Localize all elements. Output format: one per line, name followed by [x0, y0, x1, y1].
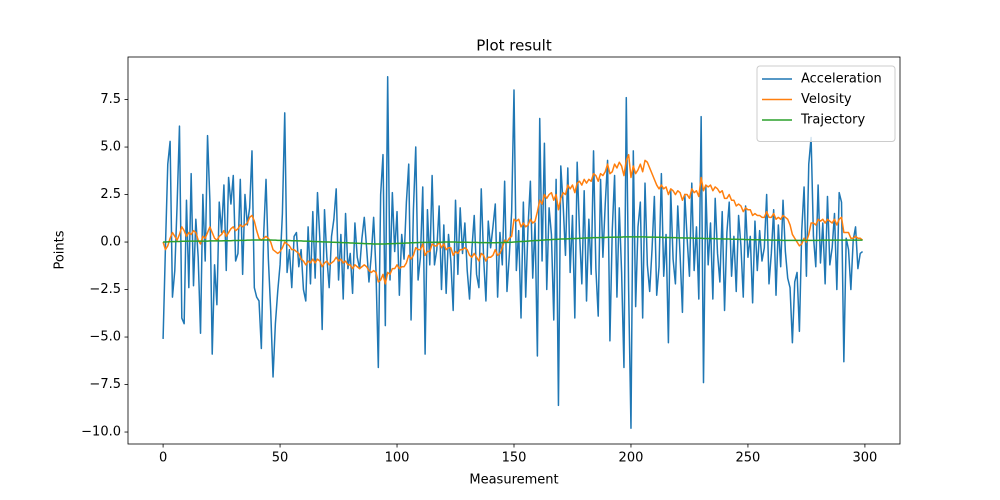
y-tick-label: 5.0: [100, 140, 121, 155]
x-tick-label: 300: [852, 451, 877, 466]
x-tick-label: 100: [385, 451, 410, 466]
x-axis-label: Measurement: [469, 473, 558, 488]
y-tick-label: 2.5: [100, 187, 121, 202]
data-line: [162, 76, 864, 429]
x-tick-label: 50: [272, 451, 289, 466]
x-tick-label: 250: [736, 451, 761, 466]
legend: Acceleration Velosity Trajectory: [756, 65, 896, 142]
plot-frame: [127, 56, 901, 445]
x-tick-label: 0: [159, 451, 167, 466]
x-tick-label: 150: [502, 451, 527, 466]
y-tick-label: −10.0: [81, 425, 121, 440]
legend-label: Trajectory: [800, 113, 865, 128]
y-tick-label: 0.0: [100, 235, 121, 250]
y-tick-label: −5.0: [89, 330, 121, 345]
y-tick-label: −2.5: [89, 282, 121, 297]
legend-label: Acceleration: [801, 72, 882, 87]
legend-box: [756, 65, 896, 142]
data-line: [163, 236, 863, 245]
y-tick-label: 7.5: [100, 92, 121, 107]
x-tick-label: 200: [619, 451, 644, 466]
data-line: [162, 153, 864, 285]
y-axis-label: Points: [53, 230, 68, 269]
legend-label: Velosity: [801, 92, 852, 107]
y-tick-label: −7.5: [89, 377, 121, 392]
chart-title: Plot result: [476, 37, 552, 55]
